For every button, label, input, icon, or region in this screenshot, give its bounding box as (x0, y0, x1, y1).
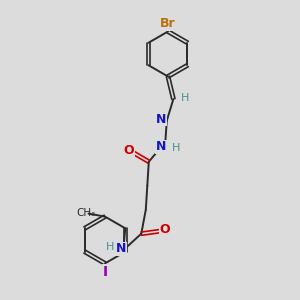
Text: H: H (181, 92, 189, 103)
Text: Br: Br (160, 17, 176, 30)
Text: N: N (156, 140, 166, 153)
Text: H: H (172, 142, 180, 153)
Text: H: H (106, 242, 114, 252)
Text: N: N (156, 112, 167, 126)
Text: CH₃: CH₃ (76, 208, 95, 218)
Text: I: I (102, 265, 108, 279)
Text: O: O (159, 223, 170, 236)
Text: N: N (116, 242, 126, 255)
Text: O: O (124, 144, 134, 158)
